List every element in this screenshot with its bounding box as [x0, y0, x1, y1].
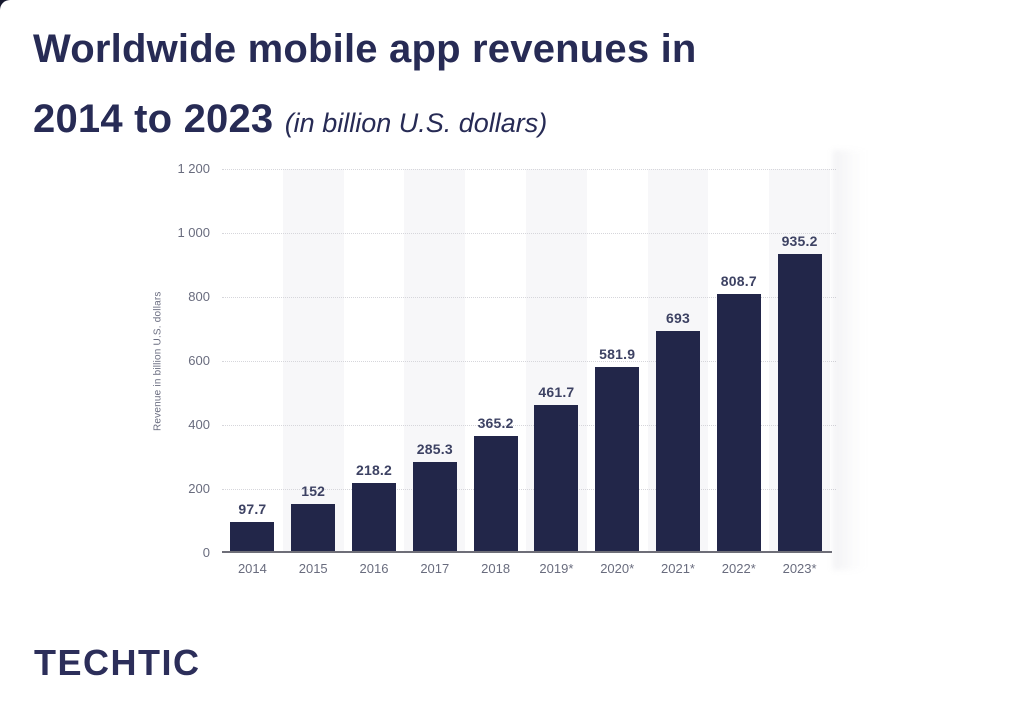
- bar-value-2020: 581.9: [599, 345, 636, 362]
- bar-value-2019: 461.7: [538, 384, 575, 401]
- x-axis-line: [222, 551, 832, 553]
- x-tick-2021: 2021*: [661, 561, 695, 576]
- x-axis-labels: 2014 2015 2016 2017 2018 2019* 2020* 2021* 2022*…: [222, 561, 830, 579]
- x-tick-2019: 2019*: [539, 561, 574, 576]
- y-tick-400: 400: [188, 417, 210, 432]
- plot-area: 97.7 152 218.2 285.3 365.2 461.7 581.9 693 808.7…: [222, 169, 837, 553]
- x-tick-2020: 2020*: [600, 561, 635, 576]
- x-tick-2014: 2014: [237, 561, 267, 576]
- bar-value-2023: 935.2: [781, 232, 818, 249]
- header: Worldwide mobile app revenues in 2014 to …: [33, 14, 933, 158]
- y-tick-0: 0: [202, 545, 210, 560]
- bar-value-2014: 97.7: [238, 500, 267, 517]
- gridline-200: [222, 489, 837, 490]
- y-tick-200: 200: [188, 481, 210, 496]
- x-tick-2018: 2018: [481, 561, 511, 576]
- title-line1: Worldwide mobile app revenues in: [33, 27, 697, 71]
- bar-value-2018: 365.2: [477, 415, 514, 432]
- bar-value-2017: 285.3: [416, 440, 453, 457]
- bar-value-2021: 693: [666, 310, 690, 327]
- x-tick-2015: 2015: [298, 561, 328, 576]
- bar-2016: [352, 483, 396, 553]
- gridline-1200: [222, 169, 837, 170]
- y-tick-1000: 1 000: [177, 225, 210, 240]
- gridline-400: [222, 425, 837, 426]
- y-tick-1200: 1 200: [177, 161, 210, 176]
- y-tick-800: 800: [188, 289, 210, 304]
- gridline-800: [222, 297, 837, 298]
- title-line2: 2014 to 2023: [33, 97, 274, 141]
- bar-2022: [716, 294, 761, 553]
- gridline-600: [222, 361, 837, 362]
- bar-2014: [230, 521, 275, 553]
- bar-2021: [656, 331, 700, 553]
- techtic-logo: TECHTIC: [34, 642, 201, 683]
- x-tick-2023: 2023*: [782, 561, 817, 576]
- page-title: Worldwide mobile app revenues in 2014 to …: [33, 14, 933, 158]
- x-tick-2022: 2022*: [721, 561, 756, 576]
- y-tick-600: 600: [188, 353, 210, 368]
- bar-value-2022: 808.7: [720, 273, 757, 290]
- y-axis-labels: 1 200 1 000 800 600 400 200 0: [130, 161, 210, 560]
- right-edge-shadow-artifact: [833, 150, 879, 570]
- bar-value-2016: 218.2: [355, 462, 393, 479]
- rounded-corner-artifact: [0, 0, 28, 28]
- bar-2017: [412, 461, 457, 553]
- bar-2015: [291, 504, 336, 553]
- bar-2018: [473, 436, 518, 553]
- x-tick-2016: 2016: [359, 561, 389, 576]
- bar-2019: [534, 405, 579, 553]
- x-tick-2017: 2017: [420, 561, 450, 576]
- gridline-1000: [222, 233, 837, 234]
- title-unit: (in billion U.S. dollars): [284, 108, 548, 138]
- bar-2020: [595, 366, 640, 553]
- bar-2023: [777, 253, 822, 553]
- bar-value-2015: 152: [301, 483, 326, 500]
